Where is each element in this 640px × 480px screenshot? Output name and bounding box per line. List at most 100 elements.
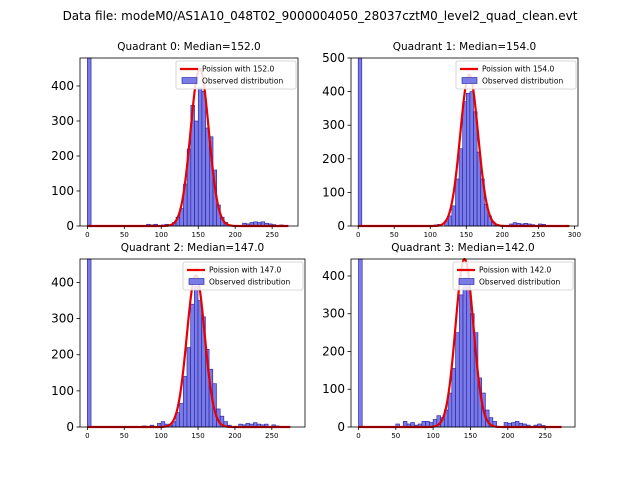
x-tick-label: 250 [532, 231, 545, 239]
histogram-bar [358, 258, 363, 428]
histogram-bar [462, 277, 468, 428]
y-tick-label: 100 [322, 382, 345, 396]
y-tick-label: 100 [51, 384, 74, 398]
y-tick-label: 100 [51, 184, 74, 198]
y-tick-label: 300 [322, 307, 345, 321]
legend-bar-swatch [181, 77, 198, 84]
subplot-title: Quadrant 0: Median=152.0 [117, 41, 260, 53]
x-tick-label: 0 [356, 231, 360, 239]
x-tick-label: 100 [155, 231, 168, 239]
x-tick-label: 100 [424, 231, 437, 239]
legend-fit-label: Poission with 152.0 [202, 65, 275, 74]
legend-box [175, 60, 297, 90]
y-tick-label: 300 [322, 118, 345, 132]
x-tick-label: 0 [356, 432, 360, 440]
legend: Poission with 152.0 Observed distribution [175, 60, 297, 90]
histogram-bar [455, 332, 460, 428]
y-tick-label: 0 [66, 219, 74, 233]
legend-observed-label: Observed distribution [479, 278, 560, 287]
subplot-title: Quadrant 2: Median=147.0 [121, 242, 264, 254]
legend-box [182, 261, 304, 291]
x-tick-label: 0 [85, 231, 89, 239]
legend-fit-label: Poission with 154.0 [482, 65, 555, 74]
histogram-bar [451, 368, 456, 428]
subplot-quadrant-2: Quadrant 2: Median=147.0 0 50 100 150 200 250 0… [51, 242, 306, 440]
y-tick-label: 100 [322, 185, 345, 199]
x-tick-label: 0 [85, 432, 89, 440]
y-tick-label: 0 [337, 219, 345, 233]
subplot-title: Quadrant 1: Median=154.0 [393, 41, 536, 53]
subplot-quadrant-3: Quadrant 3: Median=142.0 0 50 100 150 200 250 0… [322, 242, 576, 440]
y-tick-label: 300 [51, 312, 74, 326]
histogram-bar [87, 57, 92, 227]
y-tick-label: 300 [51, 114, 74, 128]
y-tick-label: 400 [322, 269, 345, 283]
y-tick-label: 200 [51, 348, 74, 362]
legend-observed-label: Observed distribution [202, 77, 283, 86]
legend-observed-label: Observed distribution [209, 278, 290, 287]
figure-suptitle: Data file: modeM0/AS1A10_048T02_90000040… [63, 9, 578, 23]
histogram-bar [455, 178, 460, 227]
legend-box [452, 261, 574, 291]
legend: Poission with 154.0 Observed distribution [455, 60, 577, 90]
axes-frame [79, 57, 299, 227]
x-tick-label: 200 [501, 432, 514, 440]
x-tick-label: 150 [460, 231, 473, 239]
x-tick-label: 200 [496, 231, 509, 239]
x-tick-label: 50 [390, 231, 399, 239]
x-tick-label: 50 [120, 432, 129, 440]
x-tick-label: 100 [426, 432, 439, 440]
histogram-bar [205, 127, 210, 227]
histogram-bar [469, 91, 474, 227]
legend: Poission with 147.0 Observed distribution [182, 261, 304, 291]
histogram-bar [197, 300, 203, 428]
histogram-bar [201, 90, 206, 227]
legend-box [455, 60, 577, 90]
x-tick-label: 150 [464, 432, 477, 440]
x-tick-label: 50 [391, 432, 400, 440]
y-tick-label: 200 [51, 149, 74, 163]
x-tick-label: 150 [192, 231, 205, 239]
histogram-bar [87, 258, 92, 428]
histogram-bar [458, 148, 464, 227]
axes-frame [79, 258, 306, 428]
y-tick-label: 400 [51, 79, 74, 93]
x-tick-label: 200 [228, 231, 241, 239]
x-tick-label: 300 [568, 231, 581, 239]
x-tick-label: 250 [265, 432, 278, 440]
histogram-bar [182, 376, 188, 428]
x-tick-label: 150 [191, 432, 204, 440]
legend-bar-swatch [461, 77, 478, 84]
legend-bar-swatch [188, 278, 205, 285]
y-tick-label: 500 [322, 51, 345, 65]
axes-frame [350, 258, 576, 428]
y-tick-label: 0 [66, 420, 74, 434]
histogram-bar [190, 303, 195, 428]
histogram-bar [451, 205, 456, 227]
legend-fit-label: Poission with 147.0 [209, 266, 282, 275]
y-tick-label: 0 [337, 420, 345, 434]
histogram-bar [194, 120, 199, 227]
histogram-bar [186, 347, 191, 428]
y-tick-label: 400 [322, 85, 345, 99]
legend: Poission with 142.0 Observed distribution [452, 261, 574, 291]
histogram-bar [357, 57, 363, 227]
x-tick-label: 100 [154, 432, 167, 440]
histogram-bar [194, 285, 199, 428]
x-tick-label: 250 [538, 432, 551, 440]
legend-fit-label: Poission with 142.0 [479, 266, 552, 275]
histogram-bar [462, 101, 467, 227]
y-tick-label: 200 [322, 344, 345, 358]
subplot-quadrant-0: Quadrant 0: Median=152.0 0 50 100 150 200 250 0… [51, 41, 299, 239]
x-tick-label: 50 [120, 231, 129, 239]
histogram-bar [458, 294, 464, 428]
histogram-bar [197, 87, 203, 227]
x-tick-label: 250 [265, 231, 278, 239]
axes-frame [350, 57, 579, 227]
y-tick-label: 200 [322, 152, 345, 166]
y-tick-label: 400 [51, 275, 74, 289]
legend-bar-swatch [458, 278, 475, 285]
subplot-quadrant-1: Quadrant 1: Median=154.0 0 50 100 150 200 250 3… [322, 41, 581, 239]
x-tick-label: 200 [228, 432, 241, 440]
